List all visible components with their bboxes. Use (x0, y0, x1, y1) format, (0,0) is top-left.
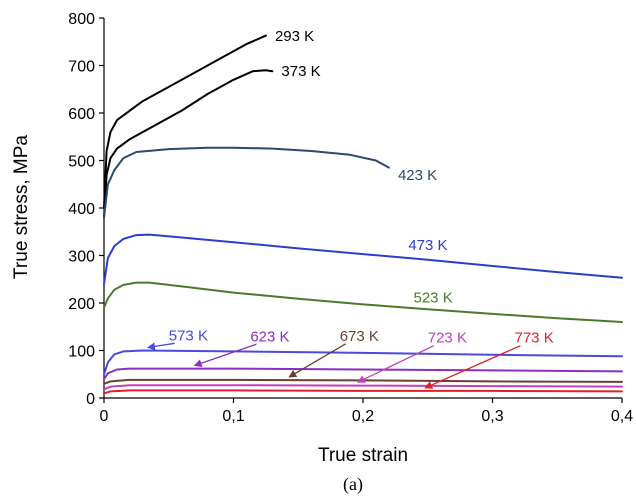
series-label-523k: 523 K (414, 289, 453, 306)
annotation-arrow (356, 345, 435, 383)
series-label-423k: 423 K (398, 167, 437, 184)
x-axis-title: True strain (318, 445, 408, 466)
y-tick-label: 200 (68, 296, 95, 313)
series-line-373k (103, 69, 274, 219)
series-label-773k: 773 K (515, 330, 554, 347)
y-tick-label: 0 (86, 391, 95, 408)
y-tick-label: 500 (68, 154, 95, 171)
series-label-573k: 573 K (169, 327, 208, 344)
x-tick-label: 0,3 (481, 408, 503, 425)
axes: 0 100 200 300 400 500 600 700 800 0 0,1 0,2 0,3 0,4 (68, 11, 633, 425)
series-label-373k: 373 K (281, 63, 320, 80)
series-line-623k (103, 367, 623, 380)
annotation-arrow (193, 343, 257, 368)
annotation-arrow (288, 343, 347, 378)
series-line-473k (103, 233, 623, 285)
series-line-673k (103, 378, 623, 385)
series-label-473k: 473 K (408, 237, 447, 254)
y-tick-label: 700 (68, 59, 95, 76)
y-tick-label: 600 (68, 106, 95, 123)
y-tick-label: 300 (68, 249, 95, 266)
series-line-723k (103, 384, 623, 391)
series-label-723k: 723 K (428, 330, 467, 347)
series-label-623k: 623 K (250, 328, 289, 345)
series-line-293k (103, 34, 267, 209)
y-tick-label: 800 (68, 11, 95, 28)
x-tick-label: 0,4 (611, 408, 633, 425)
annotation-arrow (147, 342, 175, 351)
y-tick-label: 100 (68, 344, 95, 361)
figure-caption: (a) (343, 474, 363, 495)
x-tick-label: 0 (100, 408, 109, 425)
x-tick-label: 0,1 (222, 408, 244, 425)
annotation-layer: 293 K 373 K 423 K 473 K 523 K 573 K 623 K 673 K… (147, 28, 554, 389)
y-tick-label: 400 (68, 201, 95, 218)
series-line-573k (103, 349, 623, 376)
series-line-523k (103, 281, 623, 323)
series-line-423k (103, 146, 390, 219)
series-label-673k: 673 K (340, 328, 379, 345)
annotation-arrow (424, 345, 521, 389)
series-line-773k (103, 389, 623, 395)
series-label-293k: 293 K (275, 28, 314, 45)
y-axis-title: True stress, MPa (11, 135, 32, 279)
x-tick-label: 0,2 (352, 408, 374, 425)
series-layer (103, 34, 623, 395)
